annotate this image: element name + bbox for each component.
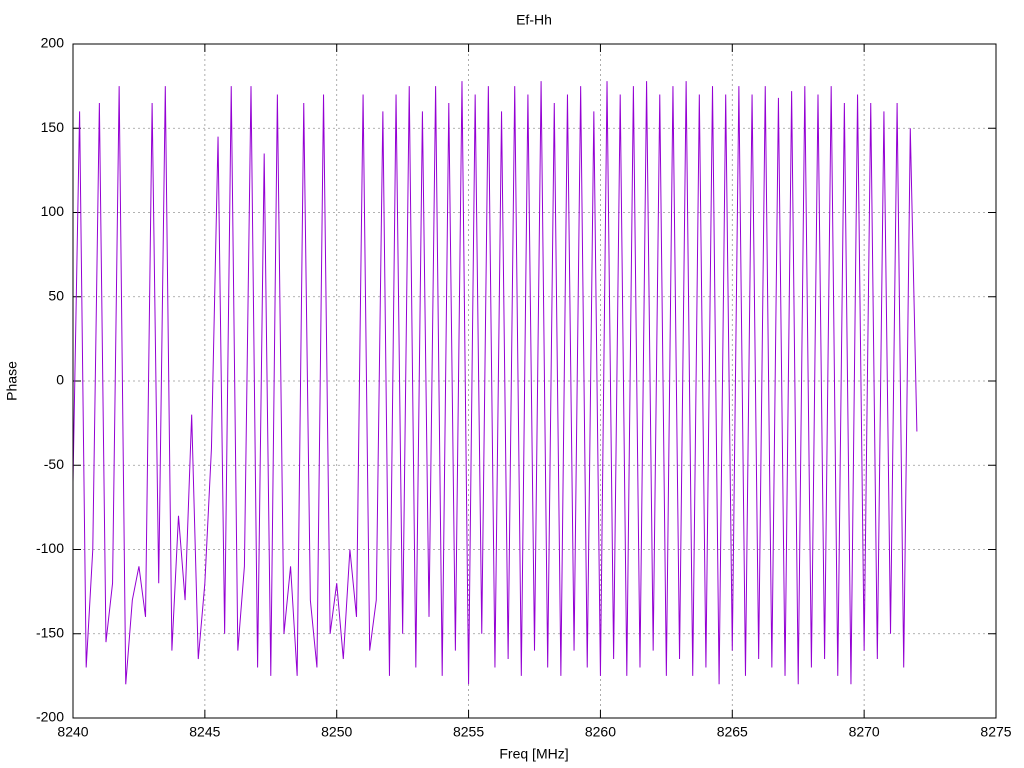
chart-title: Ef-Hh bbox=[516, 12, 552, 28]
y-axis-label: Phase bbox=[4, 361, 20, 401]
y-tick-label: -200 bbox=[36, 709, 64, 725]
y-tick-label: -150 bbox=[36, 624, 64, 640]
y-tick-label: 0 bbox=[56, 372, 64, 388]
x-tick-label: 8250 bbox=[321, 724, 352, 740]
x-tick-label: 8245 bbox=[189, 724, 220, 740]
x-tick-label: 8270 bbox=[849, 724, 880, 740]
x-tick-label: 8260 bbox=[585, 724, 616, 740]
y-tick-label: 200 bbox=[41, 35, 65, 51]
x-tick-label: 8240 bbox=[57, 724, 88, 740]
x-tick-label: 8265 bbox=[717, 724, 748, 740]
y-tick-label: -100 bbox=[36, 540, 64, 556]
x-tick-label: 8255 bbox=[453, 724, 484, 740]
data-line bbox=[72, 81, 918, 685]
x-tick-label: 8275 bbox=[980, 724, 1011, 740]
y-tick-label: -50 bbox=[44, 456, 64, 472]
plot-border bbox=[72, 43, 997, 719]
y-tick-label: 150 bbox=[41, 119, 65, 135]
y-tick-label: 100 bbox=[41, 203, 65, 219]
y-tick-label: 50 bbox=[48, 287, 64, 303]
x-axis-label: Freq [MHz] bbox=[499, 746, 568, 762]
